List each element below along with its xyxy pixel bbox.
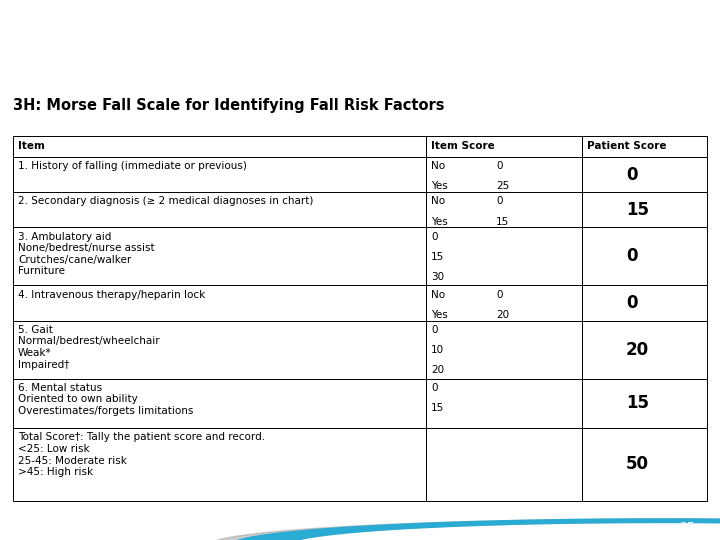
Text: 15: 15 [496, 217, 510, 227]
Text: 20: 20 [626, 341, 649, 359]
Text: 0: 0 [626, 166, 637, 184]
Bar [426, 192, 582, 227]
Bar [582, 227, 707, 286]
Text: 0: 0 [431, 325, 438, 335]
Bar [13, 428, 426, 501]
Bar [426, 227, 582, 286]
Bar [13, 157, 426, 192]
Text: 15: 15 [626, 394, 649, 413]
Text: 50: 50 [626, 455, 649, 474]
Bar [582, 379, 707, 428]
Bar [13, 227, 426, 286]
Polygon shape [209, 519, 720, 540]
Text: 0: 0 [626, 294, 637, 312]
Text: Yes: Yes [431, 310, 448, 320]
Bar [426, 428, 582, 501]
Bar [13, 379, 426, 428]
Text: Yes: Yes [431, 181, 448, 192]
Bar [582, 157, 707, 192]
Bar [582, 136, 707, 157]
Text: 0: 0 [626, 247, 637, 266]
Text: 20: 20 [431, 365, 444, 375]
Bar [582, 192, 707, 227]
Bar [13, 286, 426, 321]
Text: 4. Intravenous therapy/heparin lock: 4. Intravenous therapy/heparin lock [18, 289, 205, 300]
Text: Patient Score: Patient Score [587, 140, 667, 151]
Text: 15: 15 [431, 252, 444, 262]
Text: 2. Secondary diagnosis (≥ 2 medical diagnoses in chart): 2. Secondary diagnosis (≥ 2 medical diag… [18, 197, 313, 206]
Bar [426, 157, 582, 192]
Text: 5. Gait
Normal/bedrest/wheelchair
Weak*
Impaired†: 5. Gait Normal/bedrest/wheelchair Weak* … [18, 325, 160, 369]
Bar [582, 286, 707, 321]
Text: 25: 25 [496, 181, 510, 192]
Text: Item: Item [18, 140, 45, 151]
Text: 0: 0 [431, 232, 438, 241]
Text: 0: 0 [496, 161, 503, 171]
Text: No: No [431, 197, 445, 206]
Bar [582, 321, 707, 379]
Bar [13, 321, 426, 379]
Text: No: No [431, 289, 445, 300]
Text: 3H: Morse Fall Scale for Identifying Fall Risk Factors: 3H: Morse Fall Scale for Identifying Fal… [13, 98, 444, 113]
Bar [582, 428, 707, 501]
Bar [13, 136, 426, 157]
Text: 15: 15 [626, 201, 649, 219]
Text: 3. Ambulatory aid
None/bedrest/nurse assist
Crutches/cane/walker
Furniture: 3. Ambulatory aid None/bedrest/nurse ass… [18, 232, 155, 276]
Text: 6. Mental status
Oriented to own ability
Overestimates/forgets limitations: 6. Mental status Oriented to own ability… [18, 383, 194, 416]
Text: 10: 10 [431, 345, 444, 355]
Polygon shape [230, 519, 720, 540]
Text: 0: 0 [496, 289, 503, 300]
Bar [426, 321, 582, 379]
Text: 25: 25 [679, 521, 695, 534]
Text: 30: 30 [431, 272, 444, 282]
Text: 1. History of falling (immediate or previous): 1. History of falling (immediate or prev… [18, 161, 247, 171]
Text: 0: 0 [431, 383, 438, 393]
Text: Case Study Risk Assessment: Case Study Risk Assessment [16, 25, 598, 59]
Bar [13, 192, 426, 227]
Bar [426, 379, 582, 428]
Text: 0: 0 [496, 197, 503, 206]
Text: Total Score†: Tally the patient score and record.
<25: Low risk
25-45: Moderate : Total Score†: Tally the patient score an… [18, 433, 265, 477]
Text: Yes: Yes [431, 217, 448, 227]
Bar [426, 286, 582, 321]
Bar [426, 136, 582, 157]
Text: 15: 15 [431, 403, 444, 413]
Text: No: No [431, 161, 445, 171]
Text: Item Score: Item Score [431, 140, 495, 151]
Text: 20: 20 [496, 310, 509, 320]
